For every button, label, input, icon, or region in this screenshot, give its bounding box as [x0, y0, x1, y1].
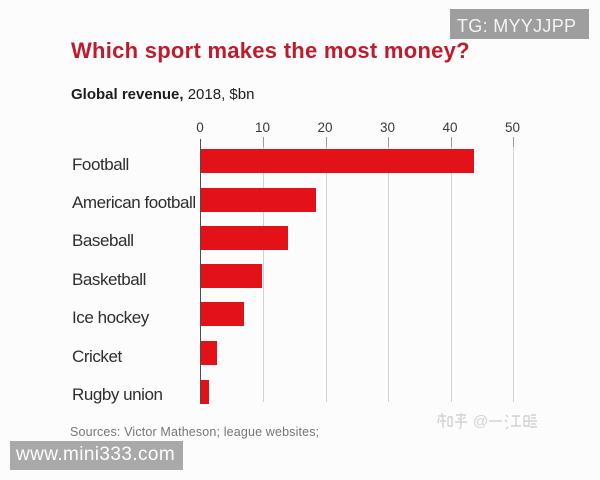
svg-text:@: @	[473, 413, 488, 430]
